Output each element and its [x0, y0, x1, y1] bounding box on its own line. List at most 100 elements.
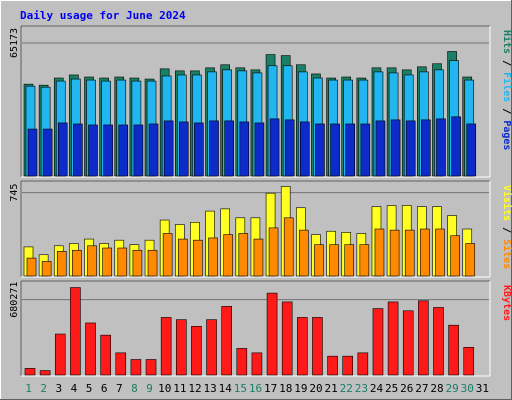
- bar-pages-day-26: [405, 120, 416, 177]
- x-tick-label-day-3: 3: [56, 382, 63, 395]
- x-tick-label-day-10: 10: [158, 382, 171, 395]
- bar-kbytes-day-2: [39, 370, 51, 376]
- bar-pages-day-8: [133, 124, 144, 177]
- panel-legend-hits-files-pages: Hits / Files / Pages: [501, 30, 512, 150]
- bar-sites-day-1: [26, 257, 37, 277]
- panel-ymax-label: 745: [9, 184, 20, 202]
- bar-kbytes-day-11: [175, 319, 187, 376]
- bar-pages-day-30: [466, 123, 477, 177]
- bar-sites-day-24: [374, 228, 385, 277]
- bar-kbytes-day-27: [418, 300, 429, 376]
- bar-sites-day-14: [223, 234, 233, 277]
- legend-separator: /: [501, 102, 512, 120]
- bar-kbytes-day-18: [281, 301, 293, 376]
- bar-sites-day-30: [465, 243, 476, 277]
- legend-separator: /: [501, 221, 512, 239]
- bar-kbytes-day-12: [191, 325, 202, 376]
- legend-pages: Pages: [501, 120, 512, 150]
- legend-visits: Visits: [501, 185, 512, 221]
- bar-pages-day-21: [330, 123, 340, 177]
- x-tick-label-day-22: 22: [340, 382, 353, 395]
- bar-pages-day-5: [88, 124, 98, 177]
- bar-kbytes-day-16: [251, 352, 263, 376]
- bar-sites-day-17: [268, 227, 279, 277]
- bar-pages-day-7: [118, 124, 129, 177]
- bar-kbytes-day-20: [312, 317, 323, 376]
- bar-kbytes-day-26: [402, 310, 414, 376]
- x-tick-label-day-31: 31: [476, 382, 489, 395]
- x-tick-label-day-6: 6: [101, 382, 108, 395]
- bar-sites-day-3: [56, 251, 67, 277]
- bar-pages-day-25: [390, 119, 401, 177]
- panel-legend-visits-sites: Visits / Sites: [501, 185, 512, 269]
- bar-pages-day-11: [178, 121, 189, 177]
- bar-sites-day-4: [72, 249, 82, 277]
- bar-pages-day-20: [315, 123, 325, 177]
- legend-separator: /: [501, 54, 512, 72]
- x-tick-label-day-23: 23: [355, 382, 368, 395]
- bar-kbytes-day-29: [448, 324, 459, 376]
- panel-ymax-label: 680271: [9, 282, 20, 318]
- x-tick-label-day-20: 20: [309, 382, 322, 395]
- panel-visits-sites: 745 Visits / Sites: [9, 180, 512, 278]
- bar-pages-day-29: [451, 116, 461, 177]
- bar-kbytes-day-25: [387, 301, 399, 376]
- bar-sites-day-6: [102, 247, 112, 277]
- bar-kbytes-day-28: [433, 307, 444, 376]
- bar-sites-day-22: [344, 244, 355, 277]
- bar-kbytes-day-13: [206, 319, 217, 376]
- bar-sites-day-25: [389, 229, 400, 277]
- x-tick-label-day-1: 1: [25, 382, 32, 395]
- x-tick-label-day-5: 5: [86, 382, 93, 395]
- x-tick-label-day-24: 24: [370, 382, 384, 395]
- bar-kbytes-day-10: [160, 317, 172, 376]
- bar-kbytes-day-3: [54, 333, 66, 376]
- bar-pages-day-9: [148, 123, 159, 177]
- panel-ymax-label: 65173: [9, 28, 20, 58]
- bar-pages-day-10: [163, 120, 174, 177]
- panel-legend-text: KBytes: [501, 285, 512, 321]
- bar-sites-day-11: [177, 238, 188, 277]
- bar-pages-day-16: [254, 122, 265, 177]
- bar-pages-day-28: [436, 118, 446, 177]
- bar-pages-day-12: [194, 122, 204, 177]
- x-tick-label-day-8: 8: [131, 382, 138, 395]
- bar-sites-day-13: [208, 237, 218, 277]
- x-tick-label-day-2: 2: [40, 382, 47, 395]
- bar-kbytes-day-15: [236, 348, 248, 376]
- panel-legend-text: Hits / Files / Pages: [501, 30, 512, 150]
- x-tick-label-day-27: 27: [415, 382, 428, 395]
- bar-sites-day-8: [132, 249, 143, 277]
- x-tick-label-day-18: 18: [279, 382, 292, 395]
- bar-sites-day-28: [435, 228, 445, 277]
- bar-pages-day-1: [27, 128, 38, 177]
- bar-kbytes-day-19: [297, 317, 308, 376]
- x-tick-label-day-26: 26: [400, 382, 413, 395]
- x-tick-label-day-13: 13: [203, 382, 216, 395]
- bar-kbytes-day-6: [100, 334, 111, 376]
- chart-title: Daily usage for June 2024: [20, 9, 186, 22]
- bar-kbytes-day-22: [342, 355, 354, 376]
- bar-sites-day-15: [238, 233, 249, 277]
- x-tick-label-day-21: 21: [325, 382, 338, 395]
- x-tick-label-day-9: 9: [146, 382, 153, 395]
- panel-hits-files-pages: 65173 Hits / Files / Pages: [9, 25, 512, 178]
- x-tick-label-day-25: 25: [385, 382, 398, 395]
- bar-kbytes-day-30: [463, 347, 475, 376]
- bar-pages-day-15: [239, 121, 250, 177]
- bar-sites-day-7: [117, 247, 128, 277]
- bar-kbytes-day-5: [85, 322, 96, 376]
- bar-kbytes-day-4: [70, 287, 81, 376]
- x-tick-label-day-17: 17: [264, 382, 277, 395]
- bar-kbytes-day-23: [357, 352, 369, 376]
- legend-kbytes: KBytes: [501, 285, 512, 321]
- x-tick-label-day-16: 16: [249, 382, 262, 395]
- legend-files: Files: [501, 72, 512, 102]
- bar-kbytes-day-21: [327, 355, 338, 376]
- panel-legend-text: Visits / Sites: [501, 185, 512, 269]
- bar-pages-day-27: [421, 119, 431, 177]
- x-tick-label-day-15: 15: [234, 382, 247, 395]
- bar-sites-day-12: [193, 239, 203, 277]
